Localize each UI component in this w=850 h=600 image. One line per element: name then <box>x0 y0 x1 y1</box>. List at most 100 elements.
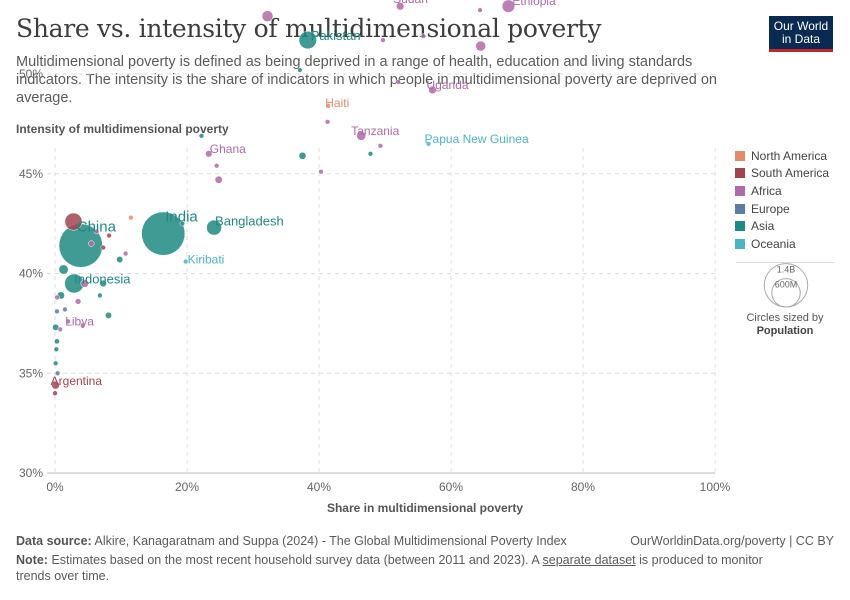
data-point[interactable] <box>53 346 59 352</box>
region-legend[interactable]: North America South America Africa Europe As… <box>735 147 829 253</box>
data-point[interactable] <box>99 279 107 288</box>
point-label: Haiti <box>325 96 349 110</box>
point-label: Papua New Guinea <box>425 132 529 146</box>
y-tick-label: 30% <box>19 466 43 480</box>
data-point[interactable] <box>88 240 95 247</box>
data-point[interactable] <box>53 360 59 366</box>
data-point[interactable] <box>420 33 426 39</box>
point-label: India <box>165 209 198 226</box>
legend-item[interactable]: Asia <box>735 217 829 235</box>
data-point[interactable] <box>297 67 303 73</box>
data-point[interactable] <box>428 85 437 95</box>
legend-item[interactable]: Europe <box>735 200 829 218</box>
data-point[interactable] <box>54 370 61 376</box>
data-point[interactable] <box>475 40 486 52</box>
size-legend-large-label: 1.4B <box>777 265 796 275</box>
data-point[interactable] <box>105 311 112 319</box>
size-note-prefix: Circles sized by <box>746 312 824 324</box>
legend-label: Asia <box>751 219 775 234</box>
data-point[interactable] <box>93 228 100 235</box>
x-tick-label: 100% <box>700 480 731 494</box>
point-label: Bangladesh <box>215 214 284 229</box>
owid-logo[interactable]: Our World in Data <box>769 16 833 52</box>
data-source: Data source: Alkire, Kanagaratnam and Su… <box>16 534 567 548</box>
data-point[interactable] <box>318 169 324 175</box>
data-point[interactable] <box>261 10 274 22</box>
data-point[interactable] <box>501 0 516 13</box>
data-point[interactable] <box>214 175 223 184</box>
data-point[interactable] <box>128 214 134 221</box>
data-point[interactable] <box>356 131 367 141</box>
separate-dataset-link[interactable]: separate dataset <box>542 553 636 567</box>
data-point[interactable] <box>62 306 68 313</box>
x-tick-label: 40% <box>307 480 331 494</box>
source-text[interactable]: Alkire, Kanagaratnam and Suppa (2024) - … <box>94 534 567 548</box>
data-point[interactable] <box>325 103 331 109</box>
data-point[interactable] <box>141 211 186 256</box>
data-point[interactable] <box>298 31 317 50</box>
legend-item[interactable]: Africa <box>735 182 829 200</box>
y-axis-label: Intensity of multidimensional poverty <box>16 122 229 136</box>
point-label: Kiribati <box>188 253 225 267</box>
y-tick-label: 35% <box>19 366 43 380</box>
data-point[interactable] <box>54 338 60 345</box>
legend-item[interactable]: South America <box>735 165 829 183</box>
data-point[interactable] <box>106 232 112 239</box>
point-label: Ethiopia <box>512 0 556 8</box>
legend-swatch <box>735 238 745 249</box>
x-tick-label: 60% <box>439 480 463 494</box>
logo-line-2: in Data <box>781 32 821 46</box>
data-point[interactable] <box>205 150 213 158</box>
logo-line-1: Our World <box>773 19 829 33</box>
data-point[interactable] <box>214 163 220 169</box>
data-point[interactable] <box>183 258 189 265</box>
legend-label: Africa <box>751 183 782 198</box>
data-point[interactable] <box>477 7 483 13</box>
data-point[interactable] <box>80 322 86 329</box>
data-point[interactable] <box>51 381 60 390</box>
data-point[interactable] <box>57 326 63 333</box>
size-legend-circle-small <box>771 278 801 308</box>
size-legend-small-label: 600M <box>775 280 798 290</box>
point-label: Libya <box>65 314 94 328</box>
data-point[interactable] <box>116 256 124 263</box>
data-point[interactable] <box>367 151 374 157</box>
data-point[interactable] <box>58 264 69 275</box>
data-point[interactable] <box>64 212 83 231</box>
x-tick-label: 80% <box>571 480 595 494</box>
data-point[interactable] <box>425 141 432 147</box>
data-point[interactable] <box>74 298 82 305</box>
data-point[interactable] <box>380 37 386 43</box>
data-point[interactable] <box>198 133 205 139</box>
y-tick-label: 45% <box>19 167 43 181</box>
data-point[interactable] <box>395 79 401 85</box>
data-point[interactable] <box>179 220 186 227</box>
legend-item[interactable]: Oceania <box>735 235 829 253</box>
data-point[interactable] <box>122 250 129 257</box>
data-point[interactable] <box>298 151 307 160</box>
note-tail: is produced to monitor trends over time. <box>16 553 763 583</box>
data-point[interactable] <box>80 279 89 288</box>
data-point[interactable] <box>396 2 405 11</box>
y-tick-label: 50% <box>19 67 43 81</box>
data-point[interactable] <box>100 244 106 251</box>
legend-label: North America <box>751 148 828 163</box>
legend-label: South America <box>751 166 830 181</box>
data-point[interactable] <box>206 219 222 236</box>
data-point[interactable] <box>54 308 60 315</box>
size-legend-divider <box>736 262 834 263</box>
data-point[interactable] <box>324 119 331 125</box>
source-url[interactable]: OurWorldinData.org/poverty | CC BY <box>630 534 834 548</box>
point-label: Indonesia <box>74 271 131 286</box>
data-point[interactable] <box>377 143 384 149</box>
data-point[interactable] <box>52 390 58 396</box>
data-point[interactable] <box>54 294 60 301</box>
data-point[interactable] <box>65 318 71 325</box>
point-label: Tanzania <box>351 124 399 138</box>
source-label: Data source: <box>16 534 92 548</box>
x-axis-label: Share in multidimensional poverty <box>326 501 524 515</box>
data-point[interactable] <box>97 292 103 299</box>
point-label: Sudan <box>393 0 428 6</box>
legend-item[interactable]: North America <box>735 147 829 165</box>
